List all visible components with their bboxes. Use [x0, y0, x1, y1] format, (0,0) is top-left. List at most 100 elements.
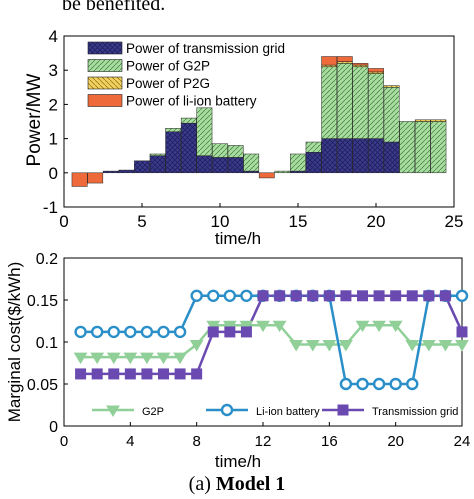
- bar-2-t19: [352, 66, 369, 139]
- series-3-point-t9: [207, 326, 219, 338]
- bar-1-t4: [118, 169, 135, 174]
- bar-2-t15: [290, 153, 306, 172]
- top-legend-swatch-1: [87, 41, 123, 55]
- bar-1-t21: [383, 141, 400, 174]
- series-1-point-t22: [421, 340, 436, 352]
- series-1-point-t21: [405, 340, 420, 352]
- bar-1-t3: [102, 170, 119, 174]
- series-2-point-t1: [74, 325, 87, 339]
- top-ytick-label: 2: [49, 95, 58, 114]
- bar-3-t23: [414, 119, 431, 122]
- bar-1-t20: [368, 138, 384, 174]
- bar-4-t19: [352, 63, 369, 66]
- bottom-ytick-label: 0.05: [27, 377, 58, 394]
- bottom-legend-label-3: Transmission grid: [372, 406, 458, 418]
- bar-3-t17: [321, 64, 338, 68]
- bottom-legend-label-1: G2P: [142, 406, 164, 418]
- series-2-point-t2: [90, 325, 104, 339]
- series-line-1: [80, 323, 462, 359]
- bottom-marginal-cost-chart: 0 4 8 12 16 20 24 0 0.05 0.1 0.15 0.2 time/h Marginal…: [5, 251, 470, 471]
- series-1-point-t23: [438, 340, 453, 352]
- top-xtick-label: 10: [211, 212, 230, 231]
- bar-2-t17: [321, 66, 338, 139]
- top-x-axis-label: time/h: [215, 229, 261, 248]
- series-2-point-t24: [455, 289, 469, 302]
- series-1-point-t17: [339, 340, 353, 352]
- bottom-legend-marker-3: [337, 404, 349, 416]
- top-legend-label-3: Power of P2G: [126, 76, 210, 91]
- bar-2-t18: [336, 63, 353, 139]
- bar-3-t24: [430, 119, 447, 122]
- bar-2-t23: [414, 121, 431, 174]
- series-1-point-t8: [189, 340, 204, 352]
- figure-caption: (a) Model 1: [189, 473, 286, 495]
- series-3-point-t15: [307, 290, 319, 302]
- top-xtick-label: 0: [59, 212, 68, 231]
- series-3-point-t12: [257, 290, 269, 302]
- series-1-point-t3: [106, 352, 121, 365]
- bar-2-t22: [399, 121, 416, 174]
- bottom-xtick-label: 4: [126, 433, 134, 450]
- series-1-point-t4: [123, 352, 138, 365]
- bar-4-t17: [321, 56, 338, 66]
- bar-4-t18: [336, 56, 353, 62]
- bar-1-t6: [149, 155, 166, 174]
- series-2-point-t10: [223, 289, 237, 302]
- bar-3-t21: [383, 85, 400, 88]
- bottom-axes-frame: [63, 257, 463, 427]
- bottom-x-axis-label: time/h: [215, 452, 261, 471]
- bar-2-t12: [243, 153, 260, 172]
- top-y-axis-label: Power/MW: [24, 73, 45, 166]
- bar-2-t7: [165, 128, 182, 133]
- bottom-xtick-label: 12: [255, 433, 272, 450]
- bar-1-t16: [305, 152, 322, 174]
- bottom-legend-marker-2: [220, 403, 234, 417]
- top-xtick-label: 20: [367, 212, 386, 231]
- series-3-point-t14: [290, 290, 302, 302]
- bar-1-t12: [243, 170, 260, 174]
- series-3-point-t23: [439, 290, 451, 302]
- series-2-point-t7: [173, 325, 187, 339]
- series-1-point-t20: [388, 320, 403, 333]
- bar-1-t17: [321, 138, 338, 174]
- bar-2-t11: [227, 145, 244, 158]
- series-1-point-t2: [90, 352, 105, 365]
- series-1-point-t6: [156, 352, 171, 365]
- series-2-point-t6: [157, 325, 170, 339]
- series-3-point-t6: [158, 368, 169, 380]
- series-3-point-t10: [224, 326, 236, 338]
- top-legend-swatch-4: [87, 94, 123, 107]
- series-1-point-t14: [289, 340, 304, 352]
- bottom-xtick-label: 20: [387, 433, 404, 450]
- top-legend-label-1: Power of transmission grid: [126, 41, 285, 56]
- series-3-point-t17: [340, 290, 352, 302]
- top-ytick-label: 0: [49, 164, 58, 183]
- series-3-point-t21: [406, 290, 418, 302]
- top-ytick-label: 1: [49, 130, 58, 149]
- top-xtick-label: 25: [445, 212, 464, 231]
- bar-4-t2: [87, 172, 104, 184]
- bar-3-t20: [368, 71, 384, 74]
- bottom-ytick-label: 0.2: [36, 251, 58, 268]
- bottom-xtick-label: 8: [192, 433, 200, 450]
- series-2-point-t11: [240, 289, 253, 302]
- bar-1-t19: [352, 138, 369, 174]
- bar-3-t19: [352, 64, 369, 68]
- series-2-point-t8: [190, 289, 203, 302]
- series-2-point-t9: [207, 289, 220, 302]
- top-axes-frame: [63, 35, 455, 208]
- series-2-point-t18: [356, 377, 369, 391]
- top-xtick-label: 15: [289, 212, 308, 231]
- series-3-point-t4: [124, 368, 136, 380]
- bar-1-t7: [165, 131, 182, 174]
- bar-1-t11: [227, 157, 244, 174]
- series-line-2: [80, 294, 462, 386]
- bar-2-t10: [212, 143, 228, 158]
- series-1-point-t11: [239, 320, 254, 333]
- bottom-xtick-label: 0: [60, 433, 68, 450]
- series-1-point-t13: [272, 320, 287, 333]
- series-1-point-t9: [206, 320, 221, 333]
- series-1-point-t1: [73, 352, 88, 365]
- bottom-xtick-label: 16: [321, 433, 338, 450]
